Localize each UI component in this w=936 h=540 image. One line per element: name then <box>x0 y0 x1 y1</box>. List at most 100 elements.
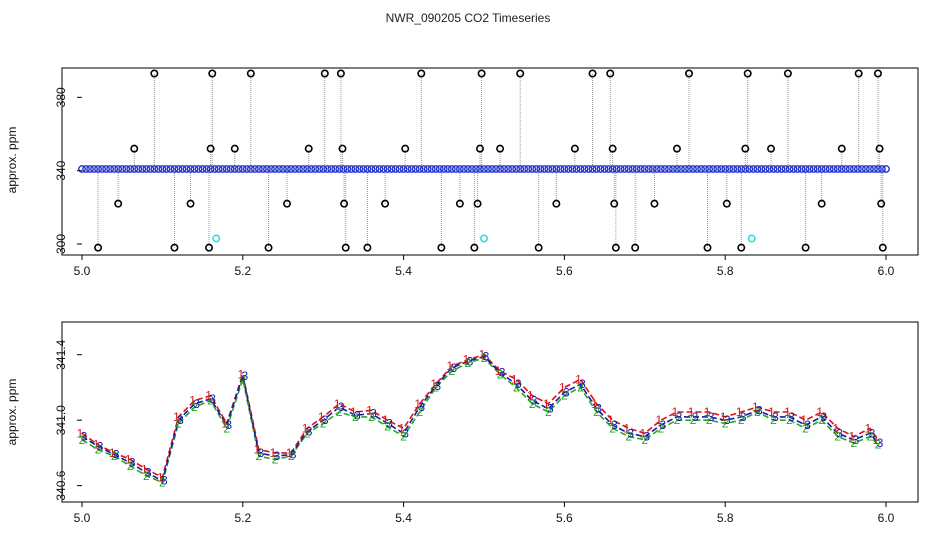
baseline-point <box>693 165 701 173</box>
baseline-point <box>761 165 770 173</box>
baseline-point <box>777 165 786 173</box>
outlier-point <box>264 243 273 252</box>
baseline-point <box>459 165 468 173</box>
baseline-point <box>813 165 822 173</box>
baseline-point <box>78 165 86 173</box>
series-point-label: 2 <box>561 389 568 403</box>
baseline-point <box>110 165 119 173</box>
outlier-point <box>206 144 215 153</box>
baseline-point <box>665 165 673 173</box>
outlier-point <box>737 243 746 252</box>
series-point-label: 3 <box>161 474 168 488</box>
baseline-point <box>620 165 629 173</box>
baseline-point <box>367 165 376 173</box>
series-point-label: 1 <box>752 400 759 414</box>
baseline-point <box>299 165 307 173</box>
baseline-point <box>677 165 685 173</box>
baseline-point <box>238 165 247 173</box>
baseline-point <box>689 165 697 173</box>
outlier-point <box>363 243 372 252</box>
series-point-label: 2 <box>867 430 874 444</box>
series-point-label: 3 <box>450 361 457 375</box>
series-point-label: 1 <box>656 413 663 427</box>
series-point-label: 2 <box>368 410 375 424</box>
series-point-label: 2 <box>850 436 857 450</box>
baseline-point <box>648 165 657 173</box>
baseline-point <box>488 165 496 173</box>
series-point-label: 1 <box>237 367 244 381</box>
outlier-point <box>552 199 561 208</box>
baseline-point <box>218 165 227 173</box>
x-axis-top: 5.0 5.2 5.4 5.6 5.8 6.0 <box>74 255 895 278</box>
baseline-point <box>837 165 846 173</box>
outlier-point <box>150 69 159 78</box>
x-tick-label: 5.8 <box>717 264 734 278</box>
baseline-point <box>504 165 513 173</box>
baseline-point <box>737 165 746 173</box>
series-point-label: 2 <box>384 420 391 434</box>
baseline-point <box>580 165 589 173</box>
series-point-label: 3 <box>338 400 345 414</box>
baseline-point <box>210 165 219 173</box>
x-tick-label: 5.8 <box>717 511 734 525</box>
baseline-point <box>451 165 460 173</box>
series-point-label: 1 <box>768 405 775 419</box>
baseline-point <box>661 165 669 173</box>
baseline-point <box>162 165 171 173</box>
baseline-point <box>291 165 299 173</box>
outlier-point <box>722 199 731 208</box>
baseline-point <box>102 165 111 173</box>
series-point-label: 3 <box>788 410 795 424</box>
series-point-label: 2 <box>336 405 343 419</box>
series-point-label: 2 <box>175 416 182 430</box>
series-point-label: 2 <box>352 410 359 424</box>
series-point-label: 1 <box>865 421 872 435</box>
plot-frame-top <box>61 67 919 256</box>
baseline-point <box>190 165 199 173</box>
cyan-point <box>747 234 756 243</box>
cyan-point <box>212 234 221 243</box>
outlier-point <box>208 69 217 78</box>
y-tick-label: 340.6 <box>54 470 68 500</box>
outlier-point <box>475 144 484 153</box>
series-point-label: 2 <box>545 405 552 419</box>
baseline-point <box>403 165 412 173</box>
series-point-label: 2 <box>529 397 536 411</box>
outlier-point <box>767 144 776 153</box>
baseline-point <box>476 165 484 173</box>
outlier-point <box>783 69 792 78</box>
baseline-point <box>263 165 271 173</box>
baseline-point <box>186 165 195 173</box>
y-axis-label-top: approx. ppm <box>5 127 19 194</box>
series-point-label: 3 <box>869 426 876 440</box>
series-point-label: 3 <box>611 418 618 432</box>
series-point-label: 1 <box>334 397 341 411</box>
baseline-point <box>644 165 653 173</box>
baseline-point <box>271 165 279 173</box>
baseline-point <box>878 165 886 173</box>
baseline-point <box>797 165 806 173</box>
series-point-label: 1 <box>511 372 518 386</box>
series-point-label: 1 <box>800 413 807 427</box>
baseline-point <box>395 165 404 173</box>
series-point-label: 3 <box>81 430 88 444</box>
series-point-label: 1 <box>350 405 357 419</box>
baseline-point <box>339 165 348 173</box>
baseline-point <box>355 165 364 173</box>
baseline-point <box>709 165 718 173</box>
outlier-point <box>340 199 349 208</box>
series-point-label: 3 <box>274 449 281 463</box>
baseline-point <box>419 165 428 173</box>
baseline-point <box>455 165 464 173</box>
baseline-point <box>612 165 621 173</box>
baseline-point <box>242 165 251 173</box>
baseline-point <box>275 165 283 173</box>
series-point-label: 1 <box>527 389 534 403</box>
series-point-label: 3 <box>145 466 152 480</box>
baseline-point <box>170 165 179 173</box>
baseline-point <box>178 165 187 173</box>
baseline-point <box>323 165 332 173</box>
series-point-label: 1 <box>720 410 727 424</box>
series-point-label: 3 <box>724 413 731 427</box>
baseline-point <box>468 165 476 173</box>
